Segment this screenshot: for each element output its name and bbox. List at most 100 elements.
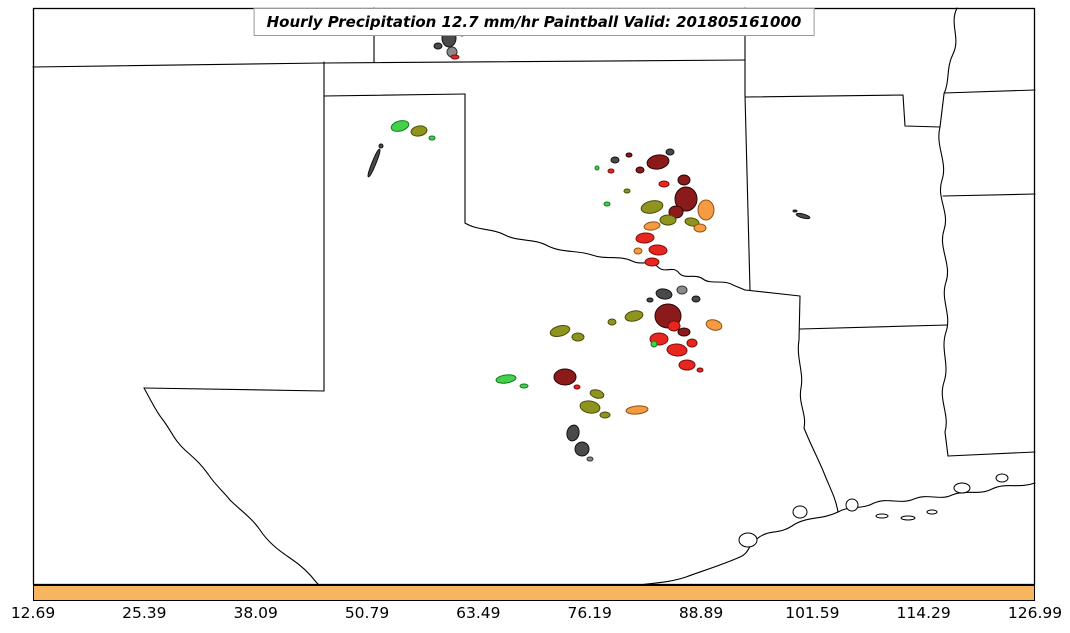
paintball-blob-orange <box>705 319 723 331</box>
barrier-island-1-outline <box>875 513 889 519</box>
colorbar-tick-label: 114.29 <box>896 604 951 622</box>
paintball-blob-dark_red <box>646 154 670 170</box>
boundary-missouri-arkansas <box>744 94 941 128</box>
paintball-blob-dark_gray <box>566 424 580 442</box>
paintball-blob-dark_red <box>674 186 698 212</box>
colorbar <box>33 585 1035 601</box>
paintball-blob-olive <box>640 200 664 214</box>
paintball-blob-red <box>607 168 615 174</box>
paintball-blob-red <box>686 338 698 348</box>
paintball-blob-dark_gray <box>367 148 381 178</box>
paintball-blob-dark_red <box>625 152 633 158</box>
paintball-blob-red <box>667 320 681 332</box>
boundary-oklahoma-panhandle-south <box>323 93 466 97</box>
paintball-blob-red <box>658 180 670 188</box>
paintball-blob-green <box>390 120 410 132</box>
white-lake-outline <box>995 473 1009 483</box>
barrier-island-2-outline <box>900 515 916 521</box>
colorbar-tick-labels: 12.69 25.39 38.09 50.79 63.49 76.19 88.89 101.5… <box>0 604 1070 628</box>
paintball-blob-dark_gray <box>433 42 443 50</box>
paintball-blob-dark_gray <box>655 288 673 300</box>
boundary-oklahoma-arkansas <box>744 94 751 291</box>
paintball-blob-dark_gray <box>792 209 798 213</box>
paintball-blob-olive <box>579 400 601 414</box>
paintball-blob-red <box>450 54 460 60</box>
paintball-blob-dark_gray <box>795 212 811 220</box>
paintball-blob-orange <box>633 247 643 255</box>
paintball-blob-dark_gray <box>646 297 654 303</box>
galveston-bay-outline <box>738 532 758 548</box>
paintball-blob-olive <box>659 214 677 226</box>
paintball-blob-green <box>603 201 611 207</box>
boundary-arkansas-louisiana-33n <box>799 324 948 330</box>
paintball-blob-orange <box>643 221 661 231</box>
paintball-blob-green <box>519 383 529 389</box>
paintball-blob-olive <box>599 411 611 419</box>
paintball-blob-gray <box>586 456 594 462</box>
paintball-blob-green <box>650 340 658 348</box>
boundary-texas-arkansas <box>744 289 801 297</box>
paintball-blob-green <box>428 135 436 141</box>
boundary-texas-louisiana <box>797 295 839 513</box>
grand-lake-outline <box>953 482 971 494</box>
paintball-blob-dark_gray <box>378 143 384 149</box>
paintball-blob-olive <box>684 217 700 227</box>
colorbar-tick-label: 76.19 <box>567 604 612 622</box>
paintball-blob-red <box>666 343 688 357</box>
paintball-blob-olive <box>624 310 644 322</box>
paintball-blobs <box>367 28 811 462</box>
paintball-blob-dark_red <box>635 166 645 174</box>
paintball-blob-orange <box>693 223 707 233</box>
paintball-blob-dark_red <box>677 174 691 186</box>
plot-title: Hourly Precipitation 12.7 mm/hr Paintbal… <box>253 8 815 36</box>
paintball-blob-orange <box>697 199 715 221</box>
paintball-blob-gray <box>676 285 688 295</box>
boundary-kentucky-tennessee-36n <box>943 89 1036 94</box>
paintball-blob-dark_gray <box>665 148 675 156</box>
paintball-blob-dark_red <box>668 205 684 219</box>
paintball-blob-green <box>594 165 600 171</box>
colorbar-tick-label: 50.79 <box>344 604 390 622</box>
paintball-blob-dark_gray <box>610 156 620 164</box>
paintball-blob-red <box>573 384 581 390</box>
paintball-blob-olive <box>410 125 428 137</box>
colorbar-tick-label: 63.49 <box>456 604 501 622</box>
paintball-blob-olive <box>589 389 605 399</box>
paintball-blob-dark_gray <box>574 441 590 457</box>
paintball-blob-red <box>644 257 660 267</box>
water-features <box>738 473 1009 548</box>
colorbar-tick-label: 88.89 <box>678 604 724 622</box>
boundary-texas-gulf-coast <box>639 511 839 586</box>
paintball-blob-red <box>696 367 704 373</box>
paintball-blob-dark_red <box>553 368 577 386</box>
colorbar-tick-label: 12.69 <box>10 604 56 622</box>
paintball-blob-red <box>678 359 696 371</box>
colorbar-tick-label: 101.59 <box>785 604 840 622</box>
boundary-louisiana-gulf-coast <box>837 482 1036 513</box>
colorbar-tick-label: 25.39 <box>122 604 167 622</box>
calcasieu-lake-outline <box>845 498 859 512</box>
paintball-blob-dark_red <box>677 327 691 337</box>
boundary-texas-newmexico-32n <box>143 387 325 392</box>
boundary-tennessee-mississippi-35n <box>942 193 1036 197</box>
boundary-red-river <box>464 222 746 291</box>
paintball-blob-olive <box>607 318 617 326</box>
boundary-louisiana-mississippi-31n <box>947 451 1036 457</box>
boundary-mississippi-river <box>938 7 958 457</box>
paintball-blob-red <box>648 244 668 256</box>
paintball-blob-olive <box>571 332 585 342</box>
paintball-blob-green <box>495 374 517 384</box>
barrier-island-3-outline <box>926 509 938 515</box>
boundary-rio-grande <box>143 387 320 586</box>
paintball-blob-orange <box>625 405 649 415</box>
colorbar-tick-label: 126.99 <box>1007 604 1063 622</box>
colorbar-tick-label: 38.09 <box>233 604 278 622</box>
paintball-blob-olive <box>623 188 631 194</box>
map-frame <box>32 7 1036 586</box>
paintball-blob-dark_gray <box>691 295 701 303</box>
paintball-blob-olive <box>549 325 571 337</box>
paintball-blob-red <box>635 232 655 244</box>
sabine-lake-outline <box>792 505 808 519</box>
